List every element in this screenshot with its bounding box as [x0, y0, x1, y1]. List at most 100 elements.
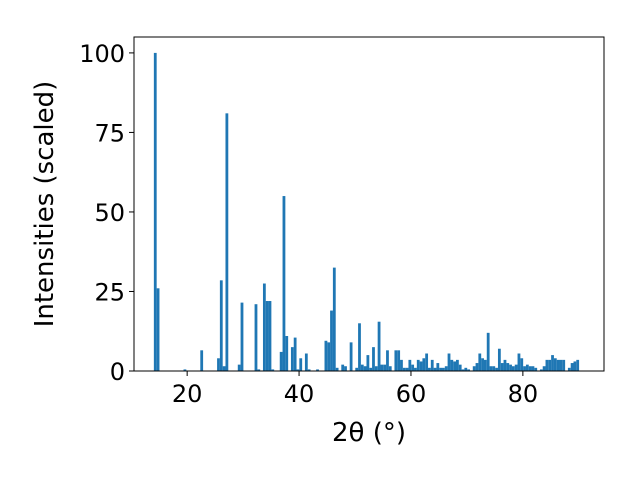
- bar: [156, 288, 160, 371]
- bar: [478, 353, 482, 371]
- bar: [559, 359, 563, 371]
- bar: [330, 310, 333, 371]
- bar: [509, 364, 512, 371]
- bar: [497, 348, 501, 371]
- bar: [299, 358, 303, 371]
- x-axis-label: 2θ (°): [332, 418, 406, 448]
- plot-background: [134, 37, 604, 371]
- bar: [411, 364, 415, 371]
- bar: [525, 364, 529, 371]
- y-tick-label: 25: [94, 278, 125, 306]
- bar: [327, 342, 331, 371]
- bar: [500, 363, 504, 371]
- bar: [483, 359, 487, 371]
- bar: [562, 359, 566, 371]
- bar: [262, 283, 266, 371]
- bar: [553, 358, 557, 371]
- bar: [279, 351, 283, 371]
- bar: [461, 369, 465, 371]
- bar: [358, 323, 361, 371]
- plot-frame: [133, 36, 605, 372]
- bar: [383, 364, 387, 371]
- bar: [567, 367, 571, 371]
- y-tick-label: 50: [94, 199, 125, 227]
- bar: [240, 302, 244, 371]
- bar: [335, 367, 339, 371]
- bar: [548, 359, 552, 371]
- bar: [374, 366, 378, 371]
- bar: [433, 367, 437, 371]
- bar: [447, 353, 451, 371]
- bar: [472, 366, 476, 371]
- bar: [570, 363, 574, 371]
- x-tick-label: 60: [396, 380, 427, 408]
- bar: [464, 367, 468, 371]
- bar: [545, 359, 549, 371]
- bar: [296, 369, 300, 371]
- x-axis-ticks: 20 40 60 80: [172, 371, 538, 408]
- bar: [307, 369, 311, 371]
- bar: [380, 364, 384, 371]
- bar: [290, 347, 294, 371]
- bar: [481, 358, 484, 371]
- bar: [285, 336, 289, 371]
- bar: [377, 321, 381, 371]
- bar: [414, 367, 417, 371]
- bar: [492, 366, 496, 371]
- bar: [397, 350, 401, 371]
- bar: [153, 52, 157, 372]
- x-tick-label: 80: [508, 380, 539, 408]
- bar: [360, 364, 364, 371]
- y-axis-ticks: 0 25 50 75 100: [79, 40, 134, 386]
- bar: [332, 267, 336, 371]
- bar: [450, 359, 454, 371]
- bar: [534, 367, 538, 371]
- bar: [265, 301, 269, 371]
- bar: [444, 366, 448, 371]
- x-tick-label: 20: [172, 380, 203, 408]
- bar: [511, 366, 515, 371]
- bar: [257, 369, 261, 371]
- bar: [520, 358, 524, 371]
- bar: [324, 340, 328, 371]
- bar: [293, 337, 297, 371]
- bar: [366, 355, 370, 371]
- bar: [200, 350, 204, 371]
- bar: [453, 361, 457, 371]
- bar: [467, 369, 470, 371]
- bar: [386, 350, 389, 371]
- bar: [344, 366, 347, 371]
- bar: [556, 359, 560, 371]
- bar: [219, 280, 223, 371]
- bar: [442, 367, 445, 371]
- bar: [486, 332, 490, 371]
- bar: [355, 367, 359, 371]
- y-axis-label: Intensities (scaled): [30, 81, 60, 328]
- bar: [304, 353, 308, 371]
- bar: [394, 350, 398, 371]
- bar: [439, 367, 443, 371]
- bar: [316, 369, 319, 371]
- bar: [408, 359, 412, 371]
- bar: [430, 359, 434, 371]
- y-tick-label: 0: [110, 358, 125, 386]
- bar: [456, 359, 459, 371]
- bar: [183, 369, 187, 371]
- bar: [372, 347, 375, 371]
- bar: [495, 367, 498, 371]
- bar: [436, 363, 440, 371]
- y-tick-label: 100: [79, 40, 125, 68]
- bar: [517, 353, 521, 371]
- bar: [458, 364, 462, 371]
- bar: [428, 367, 431, 371]
- bar: [237, 364, 241, 371]
- bar: [475, 363, 479, 371]
- bar: [268, 301, 272, 371]
- bar: [551, 355, 554, 371]
- bar: [388, 366, 392, 371]
- bar: [523, 366, 526, 371]
- bar: [514, 364, 518, 371]
- bar: [400, 359, 403, 371]
- bar: [225, 113, 229, 371]
